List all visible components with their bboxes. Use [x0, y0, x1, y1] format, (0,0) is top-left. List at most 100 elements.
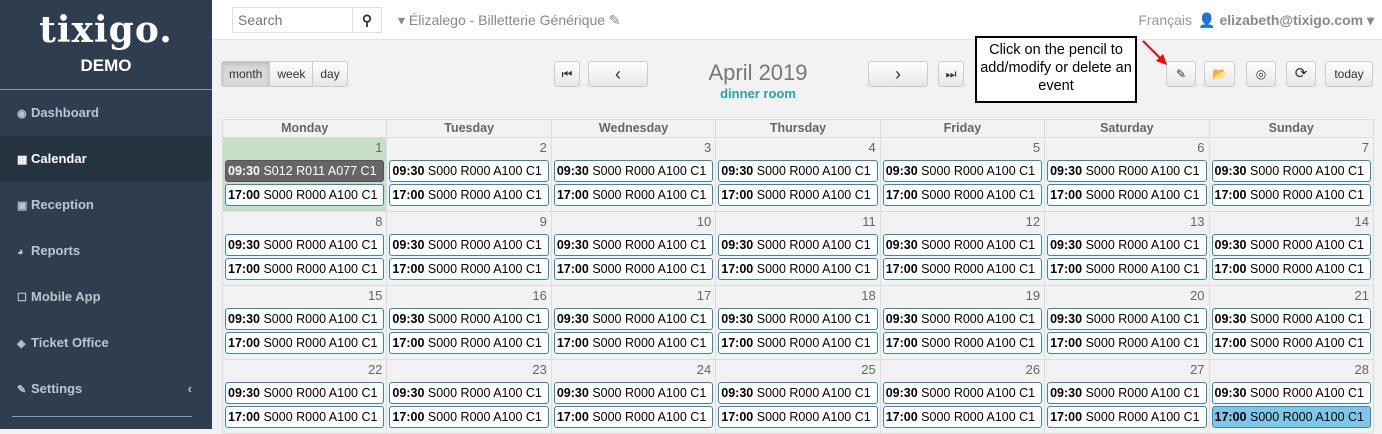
calendar-event[interactable]: 09:30 S000 R000 A100 C1 [389, 234, 549, 256]
next-button[interactable]: › [868, 61, 928, 87]
calendar-event[interactable]: 09:30 S012 R011 A077 C1 [225, 160, 385, 182]
edit-button[interactable]: ✎ [1166, 61, 1196, 87]
day-cell[interactable]: 5 09:30 S000 R000 A100 C1 17:00 S000 R000 … [880, 138, 1046, 212]
calendar-event[interactable]: 09:30 S000 R000 A100 C1 [1047, 308, 1207, 330]
calendar-event[interactable]: 17:00 S000 R000 A100 C1 [1047, 258, 1207, 280]
calendar-event[interactable]: 17:00 S000 R000 A100 C1 [1211, 258, 1371, 280]
calendar-event[interactable]: 09:30 S000 R000 A100 C1 [718, 234, 878, 256]
calendar-event[interactable]: 09:30 S000 R000 A100 C1 [718, 160, 878, 182]
calendar-event[interactable]: 09:30 S000 R000 A100 C1 [1211, 160, 1371, 182]
calendar-event[interactable]: 09:30 S000 R000 A100 C1 [553, 308, 714, 330]
calendar-event[interactable]: 17:00 S000 R000 A100 C1 [882, 184, 1043, 206]
calendar-event[interactable]: 09:30 S000 R000 A100 C1 [882, 308, 1043, 330]
calendar-event[interactable]: 09:30 S000 R000 A100 C1 [1211, 308, 1371, 330]
day-cell[interactable]: 26 09:30 S000 R000 A100 C1 17:00 S000 R000… [880, 360, 1046, 434]
calendar-event[interactable]: 17:00 S000 R000 A100 C1 [718, 258, 878, 280]
calendar-event[interactable]: 09:30 S000 R000 A100 C1 [389, 160, 549, 182]
calendar-event[interactable]: 17:00 S000 R000 A100 C1 [882, 258, 1043, 280]
calendar-event[interactable]: 17:00 S000 R000 A100 C1 [389, 406, 549, 428]
view-day-button[interactable]: day [312, 61, 348, 87]
sidebar-item-mobile-app[interactable]: ☐ Mobile App [0, 274, 212, 320]
day-cell[interactable]: 7 09:30 S000 R000 A100 C1 17:00 S000 R000 … [1209, 138, 1374, 212]
day-cell[interactable]: 28 09:30 S000 R000 A100 C1 17:00 S000 R000… [1209, 360, 1374, 434]
day-cell[interactable]: 22 09:30 S000 R000 A100 C1 17:00 S000 R000… [223, 360, 388, 434]
calendar-event[interactable]: 17:00 S000 R000 A100 C1 [882, 332, 1043, 354]
calendar-event[interactable]: 17:00 S000 R000 A100 C1 [389, 332, 549, 354]
day-cell[interactable]: 10 09:30 S000 R000 A100 C1 17:00 S000 R000… [551, 212, 717, 286]
calendar-event[interactable]: 09:30 S000 R000 A100 C1 [1047, 234, 1207, 256]
calendar-event[interactable]: 09:30 S000 R000 A100 C1 [225, 308, 385, 330]
refresh-button[interactable]: ⟳ [1286, 61, 1316, 87]
calendar-event[interactable]: 17:00 S000 R000 A100 C1 [718, 184, 878, 206]
day-cell[interactable]: 19 09:30 S000 R000 A100 C1 17:00 S000 R000… [880, 286, 1046, 360]
calendar-event[interactable]: 17:00 S000 R000 A100 C1 [1211, 332, 1371, 354]
logo[interactable]: tixigo. DEMO [0, 0, 212, 90]
calendar-event[interactable]: 17:00 S000 R000 A100 C1 [225, 258, 385, 280]
calendar-event[interactable]: 09:30 S000 R000 A100 C1 [389, 382, 549, 404]
day-cell[interactable]: 1 09:30 S012 R011 A077 C1 17:00 S000 R000 … [223, 138, 388, 212]
calendar-event[interactable]: 17:00 S000 R000 A100 C1 [1211, 406, 1371, 428]
hide-button[interactable]: ◎ [1246, 61, 1276, 87]
day-cell[interactable]: 13 09:30 S000 R000 A100 C1 17:00 S000 R000… [1045, 212, 1210, 286]
view-week-button[interactable]: week [269, 61, 314, 87]
calendar-event[interactable]: 17:00 S000 R000 A100 C1 [718, 406, 878, 428]
calendar-event[interactable]: 17:00 S000 R000 A100 C1 [553, 258, 714, 280]
day-cell[interactable]: 6 09:30 S000 R000 A100 C1 17:00 S000 R000 … [1045, 138, 1210, 212]
day-cell[interactable]: 25 09:30 S000 R000 A100 C1 17:00 S000 R000… [716, 360, 881, 434]
calendar-event[interactable]: 09:30 S000 R000 A100 C1 [553, 234, 714, 256]
day-cell[interactable]: 14 09:30 S000 R000 A100 C1 17:00 S000 R000… [1209, 212, 1374, 286]
prev-button[interactable]: ‹ [588, 61, 648, 87]
day-cell[interactable]: 12 09:30 S000 R000 A100 C1 17:00 S000 R000… [880, 212, 1046, 286]
calendar-event[interactable]: 09:30 S000 R000 A100 C1 [718, 308, 878, 330]
calendar-event[interactable]: 17:00 S000 R000 A100 C1 [882, 406, 1043, 428]
last-button[interactable]: ⏭ [938, 61, 964, 87]
calendar-event[interactable]: 17:00 S000 R000 A100 C1 [1047, 332, 1207, 354]
calendar-event[interactable]: 09:30 S000 R000 A100 C1 [1211, 382, 1371, 404]
view-month-button[interactable]: month [221, 61, 271, 87]
calendar-event[interactable]: 09:30 S000 R000 A100 C1 [882, 382, 1043, 404]
day-cell[interactable]: 24 09:30 S000 R000 A100 C1 17:00 S000 R000… [551, 360, 717, 434]
calendar-event[interactable]: 09:30 S000 R000 A100 C1 [1047, 160, 1207, 182]
user-menu[interactable]: 👤 elizabeth@tixigo.com ▾ [1198, 12, 1374, 28]
calendar-event[interactable]: 09:30 S000 R000 A100 C1 [1211, 234, 1371, 256]
day-cell[interactable]: 11 09:30 S000 R000 A100 C1 17:00 S000 R000… [716, 212, 881, 286]
day-cell[interactable]: 15 09:30 S000 R000 A100 C1 17:00 S000 R000… [223, 286, 388, 360]
day-cell[interactable]: 21 09:30 S000 R000 A100 C1 17:00 S000 R000… [1209, 286, 1374, 360]
sidebar-item-reports[interactable]: ◕ Reports [0, 228, 212, 274]
day-cell[interactable]: 3 09:30 S000 R000 A100 C1 17:00 S000 R000 … [551, 138, 717, 212]
language-link[interactable]: Français [1138, 12, 1192, 28]
calendar-event[interactable]: 17:00 S000 R000 A100 C1 [553, 406, 714, 428]
sidebar-item-settings[interactable]: ✎ Settings ‹ [0, 366, 212, 412]
today-button[interactable]: today [1325, 61, 1373, 87]
search-button[interactable]: ⚲ [352, 7, 382, 33]
calendar-event[interactable]: 17:00 S000 R000 A100 C1 [553, 184, 714, 206]
first-button[interactable]: ⏮ [554, 61, 580, 87]
day-cell[interactable]: 23 09:30 S000 R000 A100 C1 17:00 S000 R000… [387, 360, 552, 434]
day-cell[interactable]: 4 09:30 S000 R000 A100 C1 17:00 S000 R000 … [716, 138, 881, 212]
calendar-event[interactable]: 09:30 S000 R000 A100 C1 [882, 234, 1043, 256]
calendar-event[interactable]: 09:30 S000 R000 A100 C1 [553, 160, 714, 182]
sidebar-item-calendar[interactable]: ▦ Calendar [0, 136, 212, 182]
calendar-event[interactable]: 09:30 S000 R000 A100 C1 [225, 382, 385, 404]
sidebar-item-reception[interactable]: ▣ Reception [0, 182, 212, 228]
calendar-event[interactable]: 17:00 S000 R000 A100 C1 [225, 184, 385, 206]
calendar-event[interactable]: 09:30 S000 R000 A100 C1 [718, 382, 878, 404]
calendar-event[interactable]: 17:00 S000 R000 A100 C1 [553, 332, 714, 354]
calendar-event[interactable]: 09:30 S000 R000 A100 C1 [553, 382, 714, 404]
day-cell[interactable]: 20 09:30 S000 R000 A100 C1 17:00 S000 R000… [1045, 286, 1210, 360]
calendar-event[interactable]: 17:00 S000 R000 A100 C1 [225, 406, 385, 428]
calendar-event[interactable]: 09:30 S000 R000 A100 C1 [225, 234, 385, 256]
day-cell[interactable]: 16 09:30 S000 R000 A100 C1 17:00 S000 R000… [387, 286, 552, 360]
calendar-event[interactable]: 17:00 S000 R000 A100 C1 [389, 258, 549, 280]
calendar-event[interactable]: 09:30 S000 R000 A100 C1 [389, 308, 549, 330]
day-cell[interactable]: 18 09:30 S000 R000 A100 C1 17:00 S000 R000… [716, 286, 881, 360]
calendar-event[interactable]: 09:30 S000 R000 A100 C1 [1047, 382, 1207, 404]
organization-selector[interactable]: ▾ Élizalego - Billetterie Générique ✎ [398, 12, 621, 28]
calendar-event[interactable]: 17:00 S000 R000 A100 C1 [1047, 406, 1207, 428]
calendar-event[interactable]: 17:00 S000 R000 A100 C1 [225, 332, 385, 354]
calendar-event[interactable]: 17:00 S000 R000 A100 C1 [718, 332, 878, 354]
day-cell[interactable]: 2 09:30 S000 R000 A100 C1 17:00 S000 R000 … [387, 138, 552, 212]
sidebar-item-dashboard[interactable]: ◉ Dashboard [0, 90, 212, 136]
calendar-event[interactable]: 17:00 S000 R000 A100 C1 [1211, 184, 1371, 206]
calendar-event[interactable]: 09:30 S000 R000 A100 C1 [882, 160, 1043, 182]
